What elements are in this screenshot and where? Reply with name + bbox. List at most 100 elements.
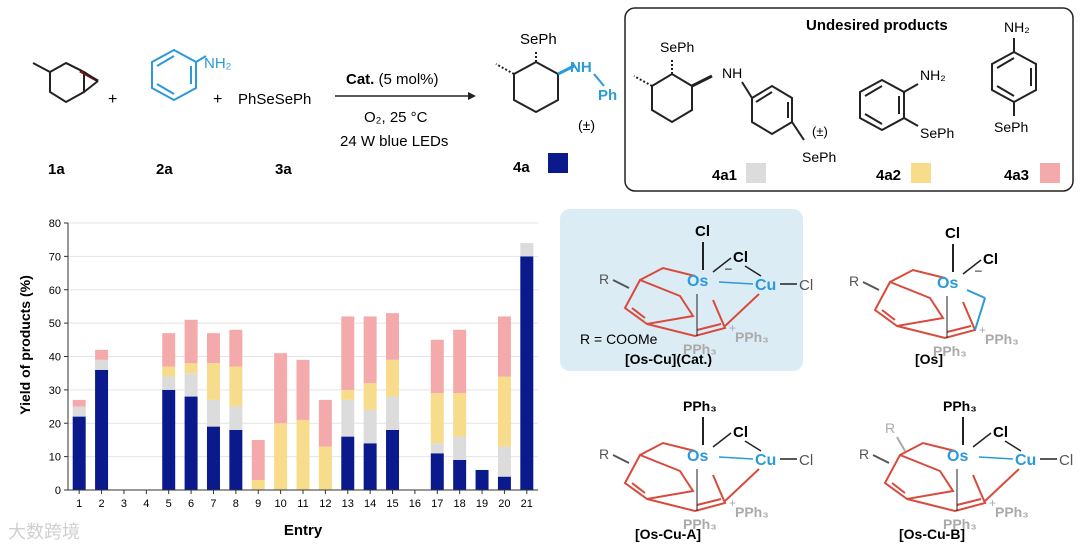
product-4a3-amine: NH₂ <box>1004 19 1030 35</box>
x-tick-label: 20 <box>498 498 510 510</box>
bar-segment-4a1 <box>386 396 400 430</box>
bar-segment-4a <box>363 443 377 490</box>
x-tick-label: 8 <box>233 498 239 510</box>
catalyst-name-cat: [Os-Cu](Cat.) <box>625 351 712 367</box>
product-4a-seph: SePh <box>520 31 557 48</box>
y-tick-label: 30 <box>49 385 61 397</box>
bar-segment-4a1 <box>162 376 176 390</box>
reagent-2a-label: 2a <box>156 161 173 178</box>
reagent-2a-amine: NH₂ <box>204 55 232 72</box>
svg-text:PPh₃: PPh₃ <box>683 516 717 532</box>
product-4a1-nh: NH <box>722 65 742 81</box>
plus-sign-1: + <box>108 91 117 108</box>
bar-segment-4a1 <box>497 446 511 477</box>
product-4a3-structure <box>991 38 1037 116</box>
svg-text:+: + <box>729 496 736 510</box>
svg-text:PPh₃: PPh₃ <box>683 341 717 357</box>
x-tick-label: 1 <box>76 498 82 510</box>
undesired-products-box <box>624 7 1074 192</box>
svg-text:PPh₃: PPh₃ <box>943 516 977 532</box>
bar-segment-4a3 <box>386 313 400 360</box>
reagent-1a-structure <box>32 61 99 104</box>
svg-text:–: – <box>725 261 732 275</box>
y-tick-label: 10 <box>49 452 61 464</box>
bar-segment-4a <box>341 436 355 490</box>
catalyst-label: Cat. (5 mol%) <box>346 71 439 88</box>
svg-text:Cl: Cl <box>695 223 710 240</box>
legend-swatch-4a2 <box>911 163 931 183</box>
bar-segment-4a3 <box>162 333 176 367</box>
product-4a2-structure <box>859 78 919 132</box>
bar-segment-4a3 <box>251 439 265 480</box>
reagent-1a-label: 1a <box>48 161 65 178</box>
x-tick-label: 14 <box>364 498 376 510</box>
product-4a1-label: 4a1 <box>712 167 737 184</box>
bar-segment-4a1 <box>363 409 377 444</box>
y-axis-label: Yield of products (%) <box>17 275 33 414</box>
bar-segment-4a1 <box>206 399 220 427</box>
catalyst-name-os: [Os] <box>915 351 943 367</box>
svg-text:Cl: Cl <box>945 225 960 242</box>
svg-text:R: R <box>599 271 609 287</box>
svg-text:Cu: Cu <box>755 452 776 469</box>
x-tick-label: 21 <box>521 498 533 510</box>
reagent-2a-structure <box>151 48 207 102</box>
svg-text:+: + <box>729 321 736 335</box>
svg-text:PPh₃: PPh₃ <box>985 331 1019 347</box>
svg-text:PPh₃: PPh₃ <box>995 504 1029 520</box>
product-4a2-label: 4a2 <box>876 167 901 184</box>
svg-text:Os: Os <box>947 448 968 465</box>
bar-segment-4a2 <box>341 389 355 400</box>
bar-segment-4a2 <box>251 479 265 490</box>
svg-text:Cl: Cl <box>733 424 748 441</box>
reaction-scheme: 1a + NH₂ 2a + PhSeSePh 3a Cat. (5 mol%) … <box>32 7 1074 192</box>
bar-segment-4a1 <box>430 443 444 454</box>
svg-text:Cl: Cl <box>799 452 813 469</box>
bar-segment-4a <box>206 426 220 490</box>
svg-text:R: R <box>859 446 869 462</box>
bar-segment-4a3 <box>453 329 467 394</box>
svg-text:PPh₃: PPh₃ <box>735 329 769 345</box>
bar-segment-4a3 <box>72 399 86 407</box>
y-tick-label: 60 <box>49 285 61 297</box>
svg-text:Cu: Cu <box>755 277 776 294</box>
conditions-line-2: 24 W blue LEDs <box>340 133 448 150</box>
x-tick-label: 10 <box>274 498 286 510</box>
y-tick-label: 50 <box>49 318 61 330</box>
bar-segment-4a1 <box>341 399 355 437</box>
product-4a1-structure <box>633 60 805 141</box>
bar-segment-4a3 <box>430 339 444 394</box>
bar-segment-4a2 <box>184 363 198 374</box>
bar-segment-4a3 <box>274 353 288 424</box>
bar-segment-4a <box>475 469 489 490</box>
watermark: 大数跨境 <box>8 522 80 543</box>
x-tick-label: 18 <box>454 498 466 510</box>
bar-segment-4a2 <box>497 376 511 447</box>
bar-segment-4a2 <box>453 393 467 437</box>
bar-segment-4a2 <box>206 363 220 400</box>
legend-swatch-4a1 <box>746 163 766 183</box>
product-4a-structure <box>495 50 605 114</box>
plus-sign-2: + <box>213 91 222 108</box>
bar-segment-4a <box>162 389 176 490</box>
bar-segment-4a3 <box>497 316 511 377</box>
y-tick-label: 20 <box>49 418 61 430</box>
svg-text:PPh₃: PPh₃ <box>933 343 967 359</box>
catalyst-name-a: [Os-Cu-A] <box>635 526 701 542</box>
undesired-products-title: Undesired products <box>806 17 948 34</box>
bar-segment-4a <box>95 369 109 490</box>
reagent-3a-label: 3a <box>275 161 292 178</box>
svg-text:Cu: Cu <box>1015 452 1036 469</box>
bar-segment-4a <box>520 256 534 490</box>
y-tick-label: 80 <box>49 218 61 230</box>
product-4a-ph: Ph <box>598 87 617 104</box>
bar-segment-4a2 <box>162 366 176 377</box>
conditions-line-1: O₂, 25 °C <box>364 109 428 126</box>
y-tick-label: 0 <box>55 485 61 497</box>
x-axis-label: Entry <box>284 522 323 539</box>
x-tick-label: 19 <box>476 498 488 510</box>
product-4a-nh: NH <box>570 59 592 76</box>
svg-text:Os: Os <box>687 448 708 465</box>
